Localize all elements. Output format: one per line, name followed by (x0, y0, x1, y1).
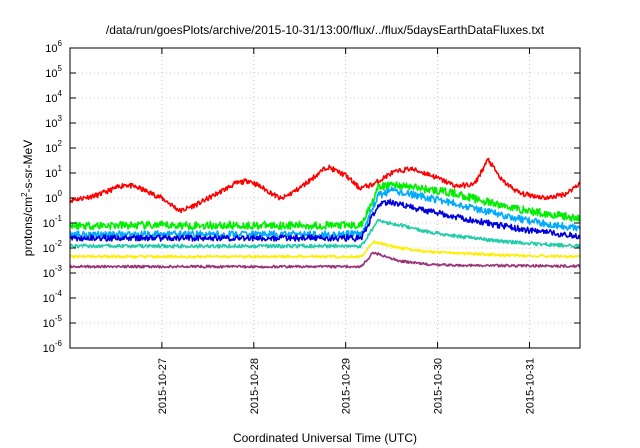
series-line-5 (69, 218, 581, 249)
y-tick-mantissa: 10 (43, 243, 55, 255)
y-tick-mantissa: 10 (43, 293, 55, 305)
y-tick-label: 100 (45, 189, 62, 205)
y-tick-label: 10-3 (43, 264, 63, 280)
y-tick-mantissa: 10 (43, 343, 55, 355)
y-tick-label: 10-2 (43, 239, 63, 255)
y-tick-label: 106 (45, 39, 62, 55)
y-tick-mantissa: 10 (43, 268, 55, 280)
y-tick-exponent: 5 (58, 64, 63, 73)
y-tick-exponent: -1 (55, 214, 63, 223)
y-tick-exponent: 4 (58, 89, 63, 98)
y-tick-mantissa: 10 (43, 218, 55, 230)
series-line-2 (69, 181, 581, 231)
y-tick-exponent: 0 (58, 189, 63, 198)
series-group (69, 157, 581, 269)
x-tick-label: 2015-10-29 (341, 358, 353, 414)
series-line-1 (69, 157, 581, 214)
y-tick-exponent: -5 (55, 314, 63, 323)
y-tick-label: 105 (45, 64, 62, 80)
y-axis-title-sup: 2 (20, 192, 29, 197)
y-axis-title-prefix: protons/cm (21, 197, 35, 256)
x-tick-label: 2015-10-28 (249, 358, 261, 414)
y-tick-exponent: 6 (58, 39, 63, 48)
y-tick-mantissa: 10 (45, 93, 57, 105)
series-line-7 (69, 251, 581, 269)
chart-title: /data/run/goesPlots/archive/2015-10-31/1… (106, 23, 545, 37)
y-tick-label: 102 (45, 139, 62, 155)
y-tick-exponent: -4 (55, 289, 63, 298)
y-tick-label: 10-5 (43, 314, 63, 330)
y-tick-label: 10-1 (43, 214, 63, 230)
grid (70, 48, 580, 348)
y-tick-exponent: 3 (58, 114, 63, 123)
y-tick-label: 104 (45, 89, 62, 105)
axes: 10-610-510-410-310-210-11001011021031041… (43, 39, 581, 414)
y-tick-exponent: -3 (55, 264, 63, 273)
y-tick-label: 101 (45, 164, 62, 180)
y-axis-title-suffix: -s-sr-MeV (21, 140, 35, 193)
y-tick-mantissa: 10 (43, 318, 55, 330)
y-tick-exponent: -2 (55, 239, 63, 248)
y-axis-title: protons/cm2-s-sr-MeV (20, 140, 35, 256)
y-tick-exponent: 2 (58, 139, 63, 148)
x-tick-label: 2015-10-31 (524, 358, 536, 414)
series-line-6 (69, 240, 581, 259)
y-tick-mantissa: 10 (45, 143, 57, 155)
x-axis-title: Coordinated Universal Time (UTC) (233, 431, 417, 445)
series-line-4 (69, 198, 581, 242)
y-tick-label: 10-4 (43, 289, 63, 305)
y-tick-mantissa: 10 (45, 193, 57, 205)
y-tick-mantissa: 10 (45, 68, 57, 80)
y-tick-label: 10-6 (43, 339, 63, 355)
y-tick-mantissa: 10 (45, 43, 57, 55)
y-tick-mantissa: 10 (45, 168, 57, 180)
x-tick-label: 2015-10-30 (433, 358, 445, 414)
x-tick-label: 2015-10-27 (157, 358, 169, 414)
y-tick-exponent: 1 (58, 164, 63, 173)
series-line-3 (69, 186, 581, 239)
y-tick-mantissa: 10 (45, 118, 57, 130)
y-tick-label: 103 (45, 114, 62, 130)
y-tick-exponent: -6 (55, 339, 63, 348)
plot-frame (69, 47, 581, 349)
